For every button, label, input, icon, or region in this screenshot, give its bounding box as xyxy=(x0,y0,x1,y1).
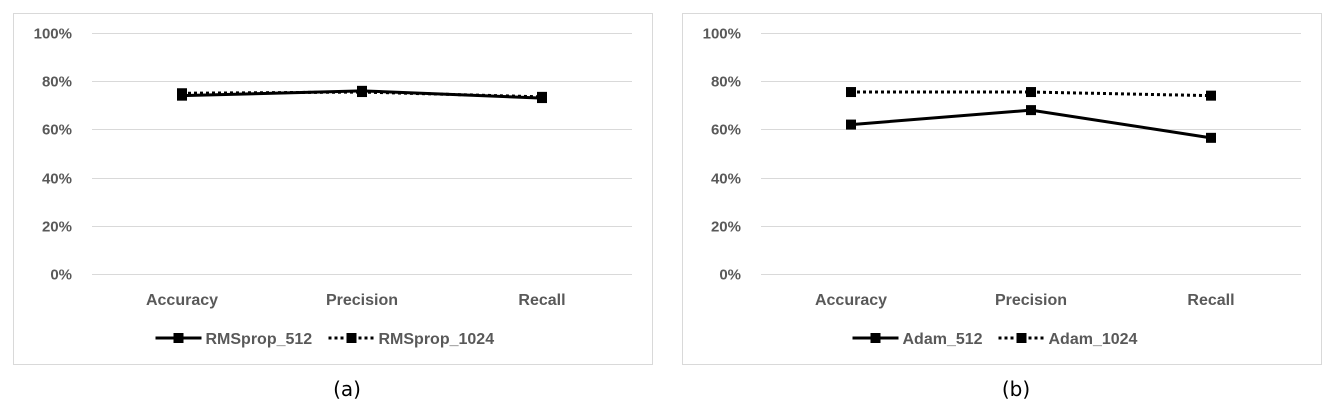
data-point xyxy=(357,85,367,96)
legend-item: Adam_1024 xyxy=(998,331,1138,348)
y-tick-label: 100% xyxy=(34,26,72,43)
legend-label: RMSprop_512 xyxy=(206,331,313,348)
legend-item: RMSprop_1024 xyxy=(328,331,495,348)
data-point xyxy=(1026,87,1036,98)
panel-caption: (b) xyxy=(1002,377,1030,401)
x-tick-label: Precision xyxy=(326,292,398,309)
y-tick-label: 80% xyxy=(42,74,72,91)
data-point xyxy=(846,119,856,130)
y-tick-label: 40% xyxy=(42,171,72,188)
data-point xyxy=(1026,105,1036,116)
legend-swatch-marker xyxy=(1016,333,1027,343)
series-Adam_512 xyxy=(846,105,1216,143)
legend: Adam_512 Adam_1024 xyxy=(852,331,1138,348)
data-point xyxy=(1206,90,1216,101)
y-tick-label: 0% xyxy=(50,267,72,284)
data-point xyxy=(1206,132,1216,143)
data-point xyxy=(537,93,547,104)
y-tick-label: 80% xyxy=(711,74,741,91)
x-tick-label: Accuracy xyxy=(815,292,887,309)
x-tick-label: Recall xyxy=(1187,292,1234,309)
legend-swatch-marker xyxy=(870,333,881,343)
legend-item: RMSprop_512 xyxy=(155,331,313,348)
y-tick-label: 20% xyxy=(42,219,72,236)
legend-label: RMSprop_1024 xyxy=(379,331,495,348)
legend-label: Adam_512 xyxy=(903,331,983,348)
legend-item: Adam_512 xyxy=(852,331,983,348)
chart-panel-1: 0% 20% 40% 60% 80% 100% Accuracy Precision Recal… xyxy=(13,13,653,401)
series-Adam_1024 xyxy=(846,87,1216,101)
chart-frame xyxy=(682,13,1322,365)
x-tick-label: Recall xyxy=(518,292,565,309)
legend-swatch-marker xyxy=(346,333,357,343)
data-point xyxy=(177,90,187,101)
y-tick-label: 60% xyxy=(711,122,741,139)
y-tick-label: 60% xyxy=(42,122,72,139)
y-tick-label: 100% xyxy=(703,26,741,43)
y-tick-label: 40% xyxy=(711,171,741,188)
y-tick-label: 20% xyxy=(711,219,741,236)
x-tick-label: Accuracy xyxy=(146,292,218,309)
legend-label: Adam_1024 xyxy=(1049,331,1138,348)
series-RMSprop_512 xyxy=(177,85,547,104)
chart-frame xyxy=(13,13,653,365)
legend: RMSprop_512 RMSprop_1024 xyxy=(155,331,495,348)
x-tick-label: Precision xyxy=(995,292,1067,309)
data-point xyxy=(846,87,856,98)
chart-panel-2: 0% 20% 40% 60% 80% 100% Accuracy Precision Recal… xyxy=(682,13,1322,401)
y-tick-label: 0% xyxy=(719,267,741,284)
panel-caption: (a) xyxy=(333,377,361,401)
legend-swatch-marker xyxy=(173,333,184,343)
